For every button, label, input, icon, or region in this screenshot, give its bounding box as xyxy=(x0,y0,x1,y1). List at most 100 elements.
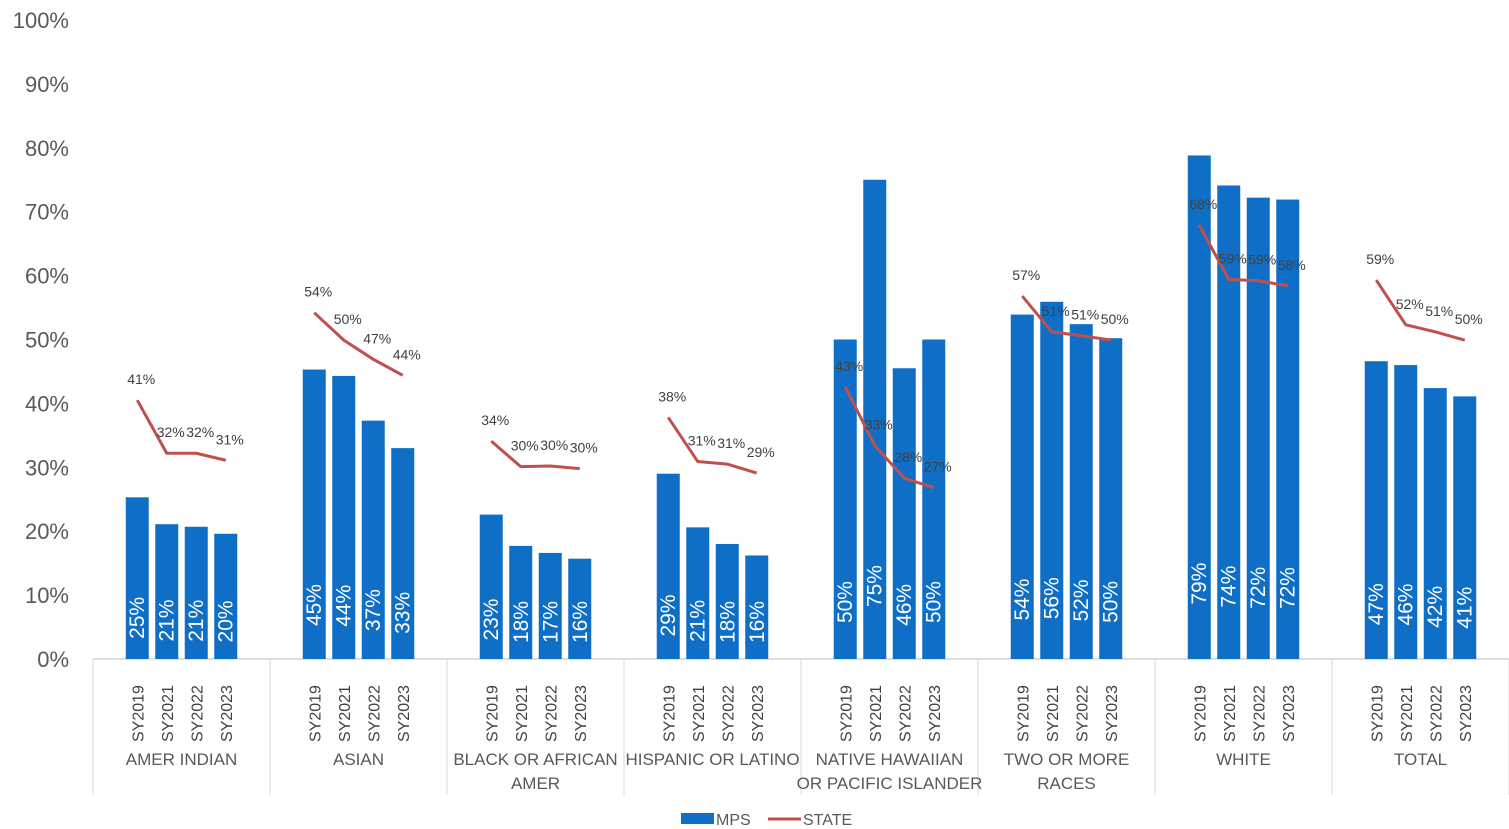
state-data-label: 47% xyxy=(363,330,391,346)
state-data-label: 31% xyxy=(717,435,745,451)
x-tick-label: SY2022 xyxy=(366,685,383,742)
mps-bar-label: 21% xyxy=(156,599,179,641)
state-line xyxy=(135,399,227,462)
state-data-label: 68% xyxy=(1189,196,1217,212)
y-tick-label: 60% xyxy=(25,264,69,289)
mps-bar xyxy=(715,543,739,659)
state-data-label: 44% xyxy=(393,346,421,362)
y-tick-label: 90% xyxy=(25,72,69,97)
mps-bar-label: 46% xyxy=(893,584,916,626)
state-line xyxy=(313,311,404,377)
mps-bar-label: 50% xyxy=(834,581,857,623)
group-label: TWO OR MORE xyxy=(1004,750,1130,769)
state-data-label: 59% xyxy=(1219,250,1247,266)
y-tick-label: 70% xyxy=(25,200,69,225)
mps-bar-label: 18% xyxy=(510,601,533,643)
state-data-label: 52% xyxy=(1396,296,1424,312)
mps-bar xyxy=(1364,361,1388,659)
state-line xyxy=(667,416,758,475)
x-tick-label: SY2021 xyxy=(1045,685,1062,742)
mps-bar xyxy=(1394,365,1418,659)
x-tick-label: SY2019 xyxy=(661,685,678,742)
x-tick-label: SY2021 xyxy=(160,685,177,742)
x-tick-label: SY2021 xyxy=(514,685,531,742)
mps-bar xyxy=(302,369,326,659)
x-tick-label: SY2023 xyxy=(396,685,413,742)
x-tick-label: SY2019 xyxy=(484,685,501,742)
mps-bar xyxy=(332,375,356,659)
mps-bar xyxy=(745,555,769,659)
mps-bar-label: 33% xyxy=(392,592,415,634)
state-data-label: 58% xyxy=(1278,257,1306,273)
mps-bar xyxy=(184,526,208,659)
state-data-label: 32% xyxy=(186,424,214,440)
state-data-label: 28% xyxy=(894,449,922,465)
state-data-label: 59% xyxy=(1248,252,1276,268)
state-lines: 41%32% 32% 31%54%50%47%44%34%30% 30% 30%38%3… xyxy=(127,196,1483,490)
state-data-label: 50% xyxy=(1101,311,1129,327)
mps-bar-label: 72% xyxy=(1277,567,1300,609)
state-line xyxy=(843,386,935,490)
x-tick-label: SY2021 xyxy=(337,685,354,742)
state-data-label: 34% xyxy=(481,412,509,428)
mps-bar xyxy=(391,448,415,659)
state-data-label: 59% xyxy=(1366,251,1394,267)
mps-bar xyxy=(1217,185,1241,659)
mps-bar xyxy=(833,339,857,659)
state-data-label: 43% xyxy=(835,358,863,374)
mps-bar xyxy=(214,533,238,659)
state-data-label: 51% xyxy=(1425,303,1453,319)
mps-bar-label: 50% xyxy=(1100,581,1123,623)
group-label: ASIAN xyxy=(333,750,384,769)
y-tick-label: 100% xyxy=(13,8,69,33)
x-tick-label: SY2023 xyxy=(927,685,944,742)
y-tick-label: 40% xyxy=(25,391,69,416)
state-data-label: 30% xyxy=(511,438,539,454)
state-data-label: 32% xyxy=(157,424,185,440)
state-data-label: 41% xyxy=(127,371,155,387)
mps-bar-label: 17% xyxy=(539,601,562,643)
mps-bar xyxy=(922,339,946,659)
x-tick-label: SY2023 xyxy=(750,685,767,742)
mps-bar xyxy=(361,420,385,659)
mps-bar-label: 54% xyxy=(1011,579,1034,621)
mps-bar xyxy=(656,473,680,659)
mps-bar-label: 46% xyxy=(1395,584,1418,626)
group-label: WHITE xyxy=(1216,750,1271,769)
mps-bar-label: 16% xyxy=(569,601,592,643)
x-tick-label: SY2019 xyxy=(838,685,855,742)
x-tick-label: SY2021 xyxy=(868,685,885,742)
x-tick-label: SY2023 xyxy=(219,685,236,742)
mps-bar xyxy=(1276,199,1300,659)
x-tick-label: SY2023 xyxy=(573,685,590,742)
mps-bar-label: 29% xyxy=(657,594,680,636)
mps-bar-label: 21% xyxy=(185,600,208,642)
x-tick-label: SY2019 xyxy=(307,685,324,742)
mps-bar-label: 79% xyxy=(1188,563,1211,605)
mps-bar-label: 44% xyxy=(333,585,356,627)
x-tick-label: SY2022 xyxy=(720,685,737,742)
mps-bar-label: 74% xyxy=(1218,566,1241,608)
state-line xyxy=(490,439,580,471)
state-data-label: 31% xyxy=(688,433,716,449)
mps-bar xyxy=(1246,197,1270,659)
x-tick-label: SY2023 xyxy=(1281,685,1298,742)
state-data-label: 54% xyxy=(304,284,332,300)
mps-bar-label: 72% xyxy=(1247,567,1270,609)
mps-bar-label: 20% xyxy=(215,600,238,642)
state-data-label: 31% xyxy=(216,431,244,447)
x-tick-label: SY2021 xyxy=(1399,685,1416,742)
group-label: OR PACIFIC ISLANDER xyxy=(797,774,983,793)
mps-bar-label: 21% xyxy=(687,600,710,642)
x-axis: SY2019 SY2021 SY2022 SY2023 AMER INDIAN SY201… xyxy=(92,658,1509,795)
mps-bar xyxy=(1040,301,1064,659)
mps-bar-label: 23% xyxy=(480,599,503,641)
mps-bar xyxy=(1099,338,1123,659)
state-data-label: 30% xyxy=(570,440,598,456)
x-tick-label: SY2019 xyxy=(1369,685,1386,742)
mps-bar xyxy=(1187,155,1211,659)
x-tick-label: SY2022 xyxy=(1074,685,1091,742)
state-data-label: 30% xyxy=(540,437,568,453)
